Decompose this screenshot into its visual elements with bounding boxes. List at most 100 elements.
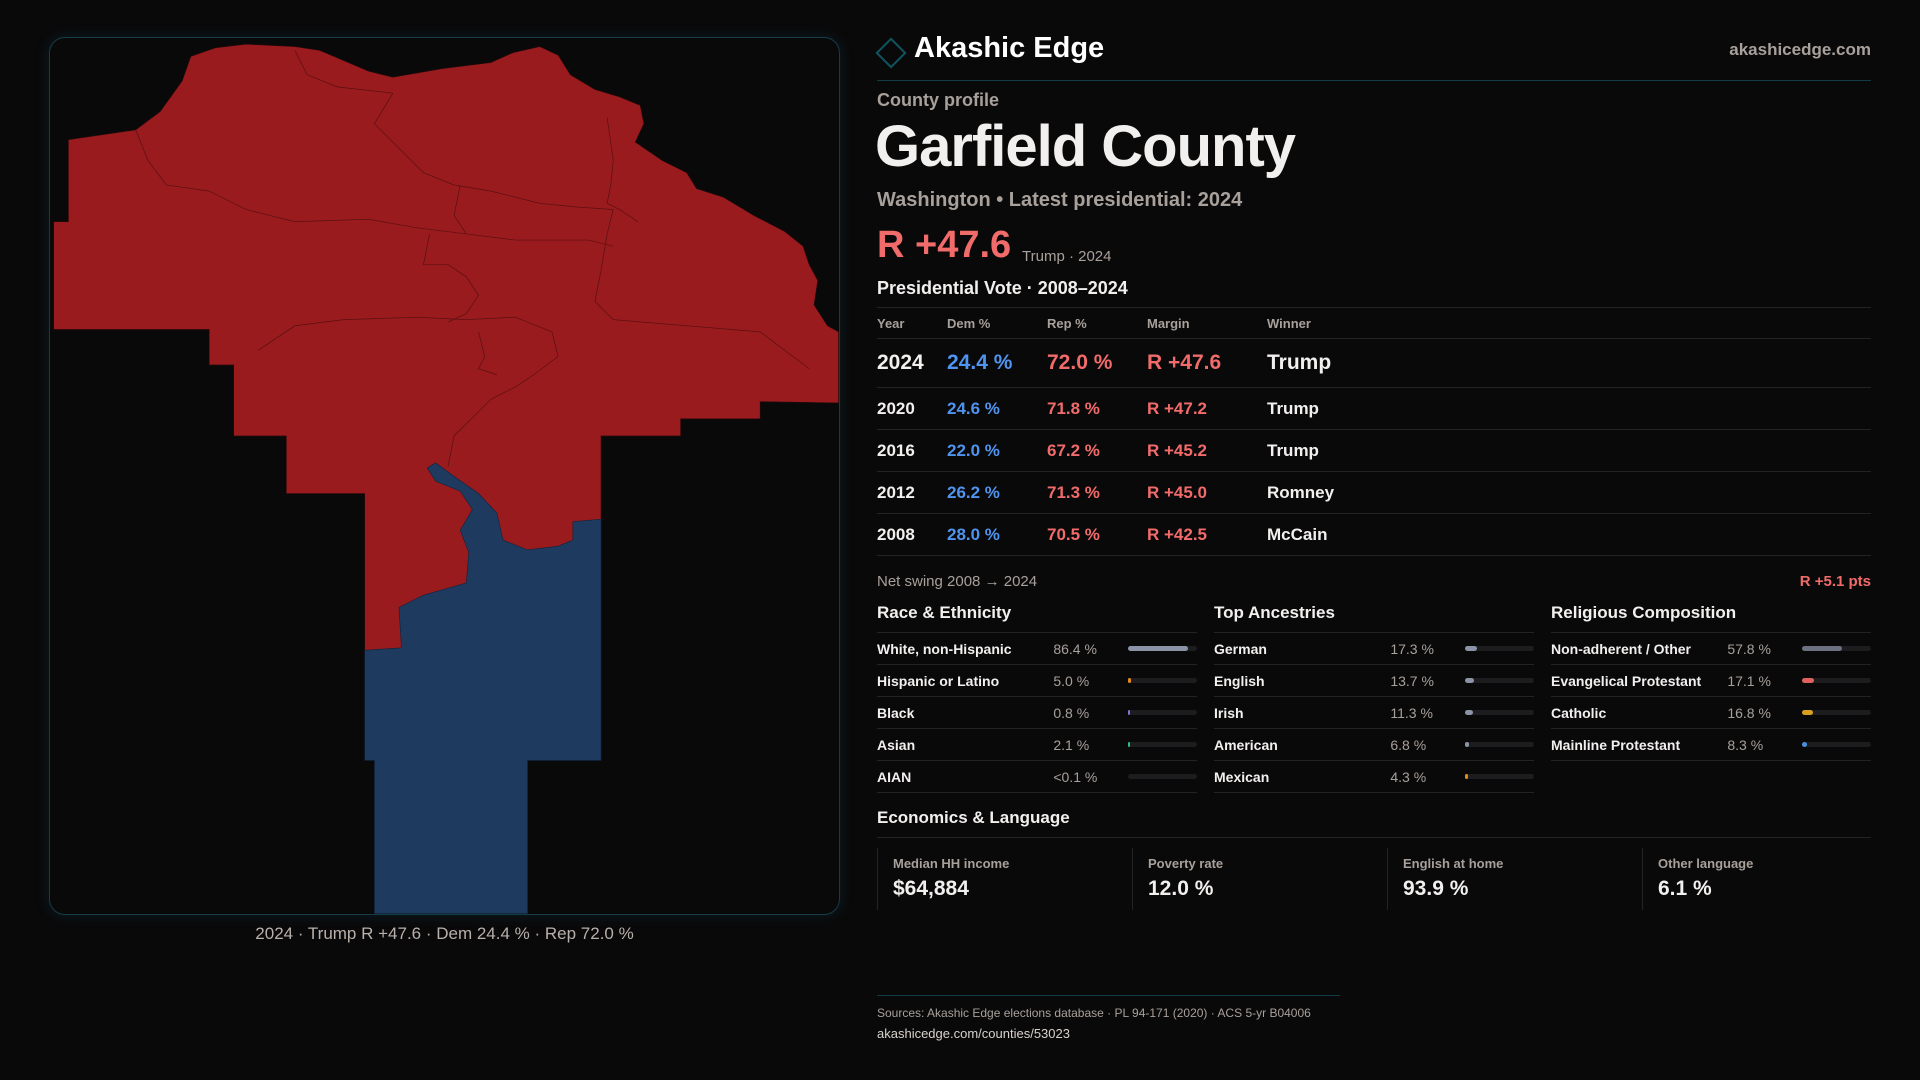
- cell-year: 2024: [877, 351, 924, 374]
- bar-fill: [1464, 774, 1468, 779]
- bar-track: [1464, 646, 1534, 651]
- stat-card-label: Poverty rate: [1148, 856, 1224, 871]
- stat-label: Irish: [1214, 704, 1244, 721]
- stat-label: Catholic: [1551, 704, 1607, 721]
- stat-row: Mexican 4.3 %: [1214, 761, 1534, 793]
- bar-fill: [1127, 710, 1130, 715]
- bar-track: [1127, 710, 1197, 715]
- stat-value: 57.8 %: [1727, 640, 1771, 657]
- cell-winner: McCain: [1267, 524, 1328, 544]
- stat-label: Black: [877, 704, 915, 721]
- stat-value: 4.3 %: [1390, 768, 1427, 785]
- section-race-ethnicity: Race & Ethnicity White, non-Hispanic 86.4 …: [877, 593, 1197, 793]
- stat-label: German: [1214, 640, 1267, 657]
- cell-winner: Romney: [1267, 482, 1335, 502]
- cell-margin: R +45.0: [1147, 482, 1208, 502]
- stat-row: AIAN <0.1 %: [877, 761, 1197, 793]
- vote-table-row: 2020 24.6 % 71.8 % R +47.2 Trump: [877, 388, 1871, 430]
- page-kicker: County profile: [877, 90, 999, 110]
- cell-rep: 71.3 %: [1047, 482, 1100, 502]
- bar-fill: [1464, 742, 1470, 747]
- cell-winner: Trump: [1267, 440, 1319, 460]
- bar-track: [1127, 678, 1197, 683]
- stat-value: 5.0 %: [1053, 672, 1090, 689]
- stat-row: Irish 11.3 %: [1214, 697, 1534, 729]
- democratic-precincts[interactable]: [364, 462, 602, 914]
- footer-url[interactable]: akashicedge.com/counties/53023: [877, 1026, 1070, 1041]
- precinct-boundaries: [135, 50, 810, 467]
- stat-card-label: Median HH income: [893, 856, 1010, 871]
- stat-value: 17.3 %: [1390, 640, 1434, 657]
- swing-value: R +5.1 pts: [1799, 573, 1871, 590]
- bar-fill: [1801, 710, 1814, 715]
- bar-track: [1127, 742, 1197, 747]
- stat-value: 86.4 %: [1053, 640, 1097, 657]
- stat-value: 8.3 %: [1727, 736, 1764, 753]
- bar-fill: [1801, 678, 1814, 683]
- stat-value: 2.1 %: [1053, 736, 1090, 753]
- bar-fill: [1801, 646, 1843, 651]
- bar-track: [1127, 646, 1197, 651]
- stat-label: Mexican: [1214, 768, 1270, 785]
- stat-card: Other language 6.1 %: [1642, 848, 1897, 910]
- bar-fill: [1127, 742, 1130, 747]
- stat-row: English 13.7 %: [1214, 665, 1534, 697]
- stat-value: 16.8 %: [1727, 704, 1771, 721]
- page-subtitle: Washington • Latest presidential: 2024: [877, 189, 1243, 211]
- economics-divider: [877, 837, 1871, 838]
- bar-track: [1464, 742, 1534, 747]
- column-header: Rep %: [1047, 315, 1087, 331]
- stat-label: Mainline Protestant: [1551, 736, 1681, 753]
- site-link[interactable]: akashicedge.com: [1729, 40, 1871, 59]
- cell-year: 2016: [877, 440, 915, 460]
- cell-dem: 26.2 %: [947, 482, 1000, 502]
- bar-fill: [1127, 646, 1189, 651]
- stat-value: <0.1 %: [1053, 768, 1098, 785]
- stat-label: American: [1214, 736, 1278, 753]
- county-map[interactable]: [49, 37, 840, 915]
- bar-fill: [1801, 742, 1808, 747]
- stat-label: Asian: [877, 736, 916, 753]
- vote-table-row: 2024 24.4 % 72.0 % R +47.6 Trump: [877, 339, 1871, 388]
- cell-dem: 22.0 %: [947, 440, 1000, 460]
- stat-card-value: 12.0 %: [1148, 877, 1214, 900]
- column-header: Year: [877, 315, 905, 331]
- headline-margin: R +47.6: [877, 224, 1012, 266]
- vote-table-row: 2012 26.2 % 71.3 % R +45.0 Romney: [877, 472, 1871, 514]
- bar-track: [1801, 646, 1871, 651]
- bar-track: [1801, 678, 1871, 683]
- stat-row: Evangelical Protestant 17.1 %: [1551, 665, 1871, 697]
- cell-rep: 67.2 %: [1047, 440, 1100, 460]
- stat-label: Non-adherent / Other: [1551, 640, 1692, 657]
- stat-card-value: 93.9 %: [1403, 877, 1469, 900]
- bar-fill: [1127, 678, 1132, 683]
- stat-label: Evangelical Protestant: [1551, 672, 1702, 689]
- footer-sources: Sources: Akashic Edge elections database…: [877, 1006, 1311, 1020]
- republican-precincts[interactable]: [53, 43, 839, 651]
- cell-margin: R +45.2: [1147, 440, 1208, 460]
- stat-label: Hispanic or Latino: [877, 672, 1000, 689]
- cell-margin: R +47.6: [1147, 351, 1222, 374]
- bar-track: [1801, 710, 1871, 715]
- vote-table-header: Year Dem % Rep % Margin Winner: [877, 307, 1871, 339]
- column-header: Margin: [1147, 315, 1190, 331]
- map-caption: 2024 · Trump R +47.6 · Dem 24.4 % · Rep …: [255, 924, 634, 943]
- stat-label: English: [1214, 672, 1265, 689]
- headline-margin-note: Trump · 2024: [1022, 248, 1112, 265]
- stat-row: Black 0.8 %: [877, 697, 1197, 729]
- stat-card: Median HH income $64,884: [877, 848, 1132, 910]
- stat-label: AIAN: [877, 768, 912, 785]
- stat-card-value: $64,884: [893, 877, 969, 900]
- cell-rep: 70.5 %: [1047, 524, 1100, 544]
- vote-heading: Presidential Vote · 2008–2024: [877, 278, 1128, 298]
- stat-row: Hispanic or Latino 5.0 %: [877, 665, 1197, 697]
- bar-track: [1464, 710, 1534, 715]
- cell-year: 2020: [877, 398, 915, 418]
- stat-row: Mainline Protestant 8.3 %: [1551, 729, 1871, 761]
- section-heading: Religious Composition: [1551, 593, 1871, 633]
- stat-row: Non-adherent / Other 57.8 %: [1551, 633, 1871, 665]
- bar-track: [1464, 678, 1534, 683]
- bar-track: [1801, 742, 1871, 747]
- stat-card-label: Other language: [1658, 856, 1754, 871]
- stat-row: White, non-Hispanic 86.4 %: [877, 633, 1197, 665]
